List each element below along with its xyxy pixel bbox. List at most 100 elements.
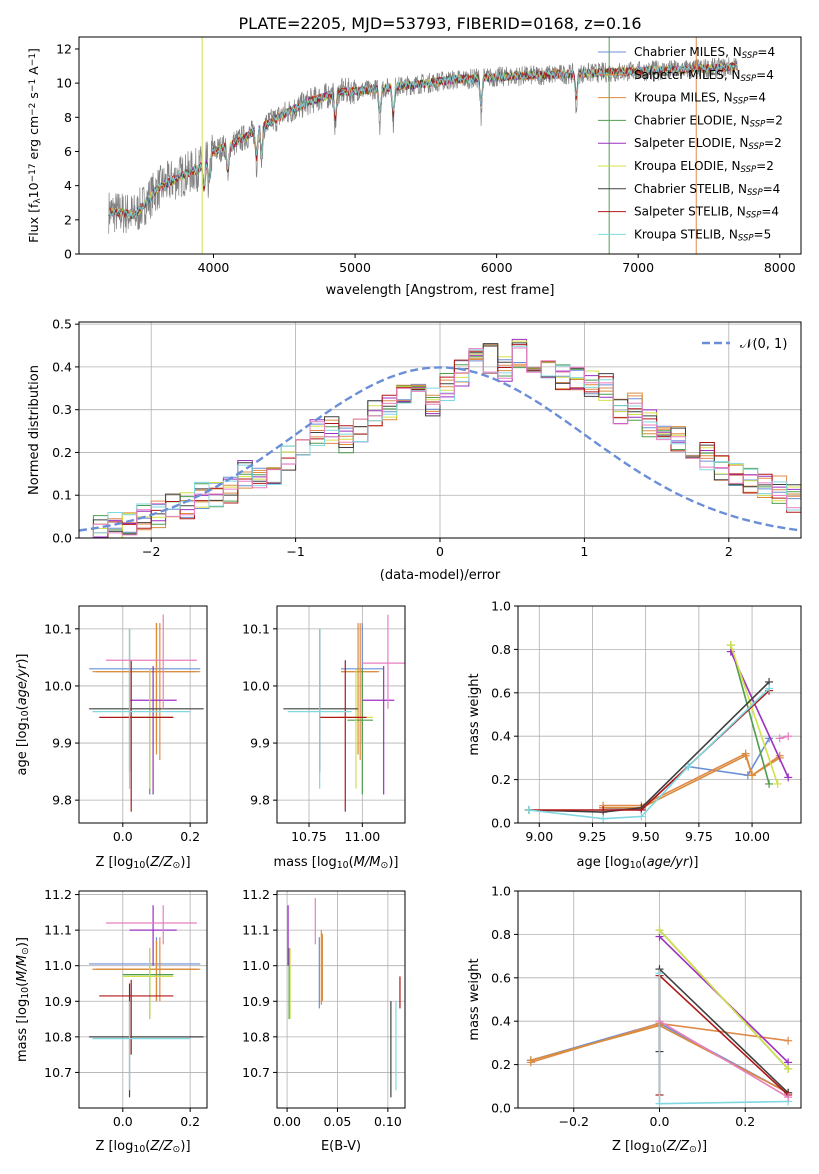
residual-histogram-step	[79, 344, 801, 538]
y-tick-label: 1.0	[491, 884, 511, 899]
mass-weight-line	[528, 687, 770, 820]
y-tick-label: 0	[64, 247, 72, 262]
axes-frame	[517, 890, 802, 1109]
y-tick-label: 9.9	[52, 736, 72, 751]
x-tick-label: 4000	[198, 260, 230, 275]
x-tick-label: 2	[725, 544, 733, 559]
age-vs-z-x-label-part: 10	[133, 860, 145, 871]
residual-panel: −2 −1 0 1 2 0.0 0.1 0.2 0.3 0.4 0.5 𝒩(0, 1) (data-mo…	[27, 317, 802, 583]
y-tick-label: 11.2	[44, 887, 72, 902]
mass-weight-vs-age-x-label-part: (	[642, 855, 647, 870]
spectrum-y-label-part: 10	[26, 182, 41, 198]
legend-entry-name: Chabrier STELIB, N	[634, 182, 747, 196]
legend-entry: Kroupa STELIB, NSSP=5	[634, 227, 771, 243]
y-tick-label: 10.0	[242, 678, 270, 693]
legend-entry-eq: =	[765, 113, 775, 127]
mass-vs-z-x-label-part: 10	[133, 1144, 145, 1155]
age-vs-z-panel-plot-area	[89, 614, 204, 812]
spectrum-x-label: wavelength [Angstrom, rest frame]	[326, 283, 555, 298]
age-vs-z-y-label-part: 10	[20, 710, 31, 722]
y-tick-label: 1.0	[491, 599, 511, 614]
spectrum-y-label-part: erg cm	[26, 116, 41, 164]
mass-vs-ebv-panel-plot-area	[287, 898, 401, 1098]
y-tick-label: 0.4	[491, 729, 511, 744]
mass-vs-z-x-label-part: Z [log	[95, 1139, 133, 1154]
age-vs-z-x-label-part: Z [log	[95, 855, 133, 870]
legend-entry-sub: SSP	[742, 51, 758, 61]
y-tick-label: 9.8	[52, 793, 72, 808]
age-vs-z-x-label-part: (	[145, 855, 150, 870]
x-tick-label: 0.0	[113, 1114, 133, 1129]
spectrum-panel: 4000 5000 6000 7000 8000024681012wavelength …	[26, 36, 802, 298]
legend-entry: Salpeter MILES, NSSP=4	[634, 68, 774, 84]
mass-weight-line	[730, 644, 770, 785]
mass-weight-vs-age-x-label-part: 10	[630, 860, 642, 871]
axes-frame	[276, 605, 406, 824]
y-tick-label: 0.6	[491, 685, 511, 700]
mass-vs-z-y-label: mass [log10(M/M⊙)]	[15, 937, 31, 1062]
age-vs-z-y-label-part: )]	[15, 653, 30, 663]
y-tick-label: 0.4	[491, 1014, 511, 1029]
residual-x-label: (data-model)/error	[380, 568, 501, 583]
y-tick-label: 0.4	[52, 359, 72, 374]
y-tick-label: 0.0	[491, 816, 511, 831]
y-tick-label: 11.1	[242, 923, 270, 938]
y-tick-label: 0.6	[491, 970, 511, 985]
mass-weight-vs-z-x-label-part: (	[662, 1139, 667, 1154]
spectrum-y-label-part: A	[26, 66, 41, 79]
mass-weight-vs-z-panel-plot-area	[526, 926, 793, 1108]
spectrum-y-label-part: −1	[28, 53, 38, 66]
x-tick-label: 0.10	[374, 1114, 402, 1129]
y-tick-label: 9.9	[250, 736, 270, 751]
mass-weight-vs-z-x-label: Z [log10(Z/Z⊙)]	[612, 1139, 707, 1155]
x-tick-label: 8000	[764, 260, 796, 275]
axes-frame	[517, 605, 802, 824]
x-tick-label: −0.2	[559, 1114, 589, 1129]
residual-y-label: Normed distribution	[27, 365, 42, 495]
mass-vs-z-y-label-part: M/M	[15, 955, 30, 982]
mass-weight-vs-z-x-label-part: )]	[697, 1139, 707, 1154]
legend-entry-sub: SSP	[741, 165, 757, 175]
mass-weight-vs-age-x-label-part: age [log	[576, 855, 629, 870]
age-vs-z-x-label: Z [log10(Z/Z⊙)]	[95, 855, 190, 871]
mass-vs-z-x-label-part: Z/Z	[149, 1139, 173, 1154]
y-tick-label: 0.1	[52, 488, 72, 503]
mass-vs-ebv-panel: 0.00 0.05 0.10 10.7 10.8 10.9 11.0 11.1 11.2 E(B-…	[242, 887, 406, 1154]
mass-weight-vs-age-panel-y-label: mass weight	[467, 673, 482, 755]
legend-entry: Kroupa MILES, NSSP=4	[634, 91, 766, 107]
axes-frame	[78, 890, 208, 1109]
x-tick-label: 0.0	[650, 1114, 670, 1129]
mass-vs-ebv-x-label: E(B-V)	[321, 1139, 361, 1154]
age-vs-mass-x-label-part: M/M	[354, 855, 381, 870]
mass-weight-vs-z-panel-y-label: mass weight	[467, 958, 482, 1040]
y-tick-label: 4	[64, 178, 72, 193]
legend-entry-eq: =	[764, 136, 774, 150]
age-vs-mass-x-label-part: mass [log	[274, 855, 337, 870]
age-vs-mass-x-label-part: (	[349, 855, 354, 870]
age-vs-mass-x-label-part: 10	[337, 860, 349, 871]
legend-entry-eq: =	[756, 159, 766, 173]
legend-entry-sub: SSP	[733, 97, 749, 107]
mass-vs-z-y-label-part: mass [log	[15, 999, 30, 1062]
mass-vs-z-x-label-part: (	[145, 1139, 150, 1154]
legend-entry-name: Salpeter MILES, N	[634, 68, 741, 82]
x-tick-label: 10.00	[734, 829, 770, 844]
legend-entry-count: 2	[774, 136, 782, 150]
legend-entry-sub: SSP	[738, 234, 754, 244]
x-tick-label: 9.75	[685, 829, 713, 844]
x-tick-label: 9.25	[579, 829, 607, 844]
x-tick-label: 11.00	[344, 829, 380, 844]
legend-entry-sub: SSP	[747, 188, 763, 198]
y-tick-label: 12	[56, 41, 72, 56]
y-tick-label: 8	[64, 110, 72, 125]
y-tick-label: 0.3	[52, 402, 72, 417]
x-tick-label: 9.00	[525, 829, 553, 844]
spectrum-plot-area	[108, 37, 738, 254]
mass-vs-z-y-label-part: 10	[20, 987, 31, 999]
legend-entry: Chabrier MILES, NSSP=4	[634, 45, 775, 61]
mass-weight-vs-z-x-label-part: ⊙	[689, 1144, 697, 1155]
x-tick-label: 7000	[622, 260, 654, 275]
figure-title: PLATE=2205, MJD=53793, FIBERID=0168, z=0…	[238, 14, 641, 33]
legend-entry-count: 5	[764, 227, 772, 241]
